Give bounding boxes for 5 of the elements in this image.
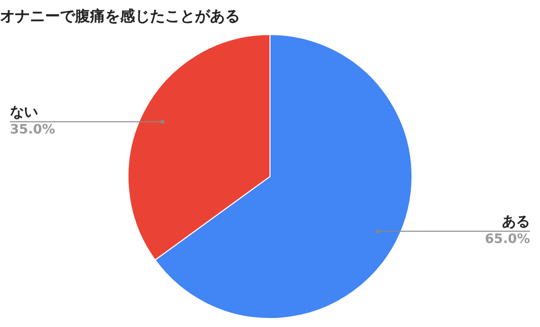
slice-label: ない <box>10 104 38 120</box>
chart-title: オナニーで腹痛を感じたことがある <box>0 6 240 25</box>
slice-label: ある <box>502 214 530 230</box>
data-label: 65.0% <box>484 232 530 248</box>
data-label: 35.0% <box>10 122 56 138</box>
